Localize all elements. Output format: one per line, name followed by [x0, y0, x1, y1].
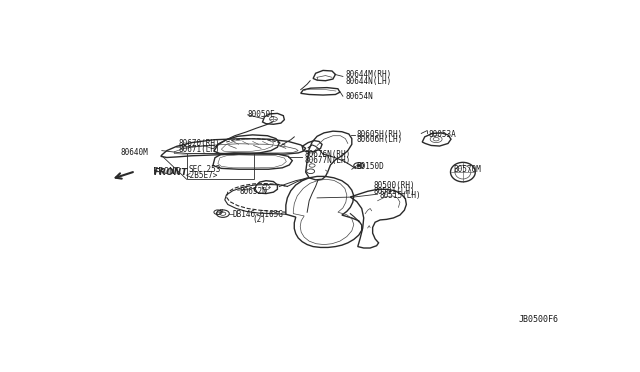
Text: 80606H(LH): 80606H(LH): [356, 135, 403, 144]
Text: 80050E: 80050E: [248, 110, 275, 119]
Text: JB0500F6: JB0500F6: [519, 315, 559, 324]
Text: <2B5E7>: <2B5E7>: [185, 171, 218, 180]
Text: B0570M: B0570M: [453, 165, 481, 174]
Text: FRONT: FRONT: [154, 167, 180, 176]
Circle shape: [356, 164, 361, 167]
Text: 80652N: 80652N: [240, 187, 268, 196]
Text: R: R: [220, 209, 223, 214]
Text: 80500(RH): 80500(RH): [374, 181, 415, 190]
Text: SEC.253: SEC.253: [188, 165, 221, 174]
Text: 80605H(RH): 80605H(RH): [356, 129, 403, 138]
Text: 80501(LH): 80501(LH): [374, 187, 415, 196]
Text: 80150D: 80150D: [356, 162, 385, 171]
Text: FRONT: FRONT: [154, 168, 188, 177]
Text: R: R: [216, 210, 220, 215]
Text: 80671(LH): 80671(LH): [178, 145, 220, 154]
Text: 80676N(RH): 80676N(RH): [304, 150, 351, 158]
Text: (2): (2): [253, 215, 266, 224]
Text: 80644N(LH): 80644N(LH): [346, 77, 392, 86]
Text: 80640M: 80640M: [121, 148, 148, 157]
Text: DB146-6165G: DB146-6165G: [233, 210, 284, 219]
Text: 80515(LH): 80515(LH): [379, 190, 420, 199]
Text: 80644M(RH): 80644M(RH): [346, 70, 392, 79]
Text: 80053A: 80053A: [428, 129, 456, 138]
Text: 80677N(LH): 80677N(LH): [304, 156, 351, 165]
Text: 80654N: 80654N: [346, 92, 373, 101]
Bar: [187, 154, 253, 179]
Text: 80670(RH): 80670(RH): [178, 139, 220, 148]
